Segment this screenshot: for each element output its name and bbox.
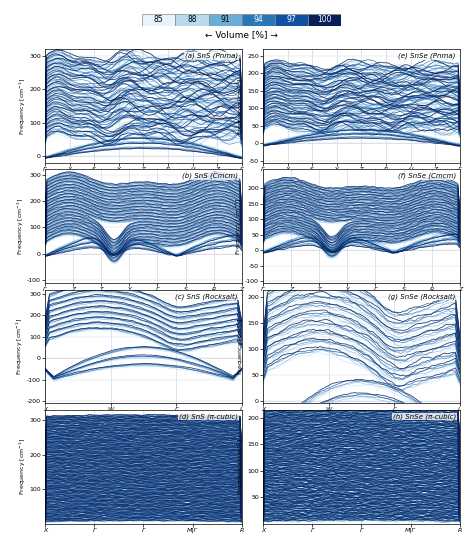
Bar — [142, 14, 175, 26]
Y-axis label: Frequency [cm$^{-1}$]: Frequency [cm$^{-1}$] — [15, 197, 26, 255]
Y-axis label: Frequency [cm$^{-1}$]: Frequency [cm$^{-1}$] — [233, 197, 244, 255]
Text: 97: 97 — [287, 15, 296, 24]
Y-axis label: Frequency [cm$^{-1}$]: Frequency [cm$^{-1}$] — [236, 318, 246, 375]
Bar — [242, 14, 275, 26]
Text: (f) SnSe (Cmcm): (f) SnSe (Cmcm) — [398, 173, 456, 179]
Text: (a) SnS (Pnma): (a) SnS (Pnma) — [185, 52, 238, 59]
Text: (g) SnSe (Rocksalt): (g) SnSe (Rocksalt) — [389, 293, 456, 300]
Text: 100: 100 — [318, 15, 332, 24]
Text: 85: 85 — [154, 15, 164, 24]
Y-axis label: Frequency [cm$^{-1}$]: Frequency [cm$^{-1}$] — [236, 438, 246, 496]
Text: 88: 88 — [187, 15, 197, 24]
Y-axis label: Frequency [cm$^{-1}$]: Frequency [cm$^{-1}$] — [18, 77, 27, 135]
Y-axis label: Frequency [cm$^{-1}$]: Frequency [cm$^{-1}$] — [18, 438, 27, 496]
Text: ← Volume [%] →: ← Volume [%] → — [205, 30, 278, 39]
Bar — [275, 14, 308, 26]
Text: 94: 94 — [254, 15, 263, 24]
Y-axis label: Frequency [cm$^{-1}$]: Frequency [cm$^{-1}$] — [15, 318, 26, 375]
Text: (b) SnS (Cmcm): (b) SnS (Cmcm) — [182, 173, 238, 179]
Text: 91: 91 — [220, 15, 230, 24]
Bar — [209, 14, 242, 26]
Text: (c) SnS (Rocksalt): (c) SnS (Rocksalt) — [175, 293, 238, 300]
Bar — [308, 14, 341, 26]
Text: (h) SnSe (π-cubic): (h) SnSe (π-cubic) — [392, 413, 456, 420]
Bar — [175, 14, 209, 26]
Text: (e) SnSe (Pnma): (e) SnSe (Pnma) — [399, 52, 456, 59]
Y-axis label: Frequency [cm$^{-1}$]: Frequency [cm$^{-1}$] — [236, 77, 246, 135]
Text: (d) SnS (π-cubic): (d) SnS (π-cubic) — [179, 413, 238, 420]
